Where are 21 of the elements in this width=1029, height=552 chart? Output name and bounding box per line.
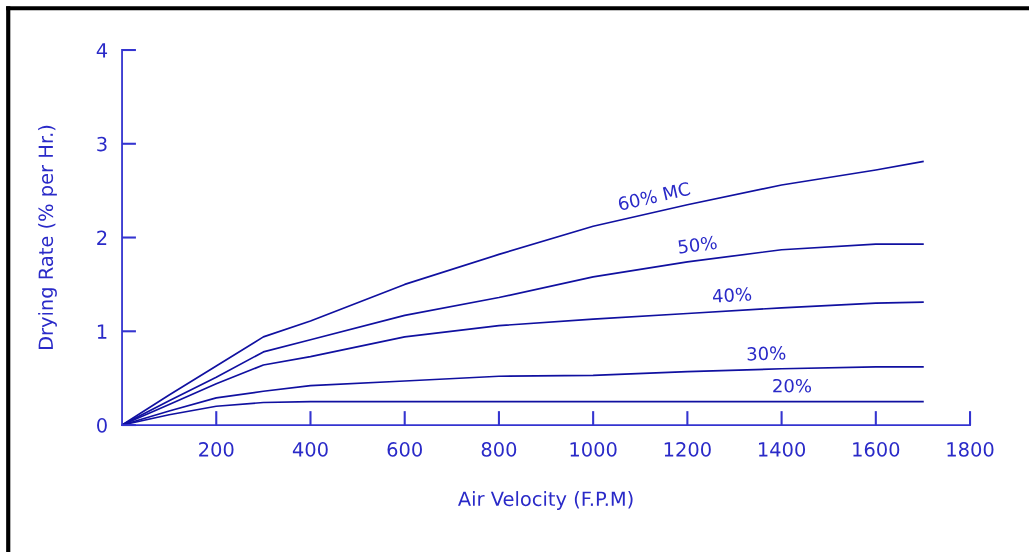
text: 60% MC — [617, 181, 691, 211]
x-tick-label: 1200 — [664, 442, 711, 457]
x-tick-label: 1400 — [758, 442, 806, 457]
y-tick-label: 4 — [96, 43, 108, 58]
y-tick-label: 3 — [97, 136, 107, 152]
x-axis-title: Air Velocity (F.P.M) — [458, 491, 633, 510]
x-tick-label: 1600 — [853, 442, 900, 457]
series-label: 40% — [712, 286, 752, 303]
y-tick-label: 0 — [97, 418, 107, 433]
x-tick-label: 800 — [481, 442, 517, 457]
x-tick-label: 1000 — [570, 442, 617, 457]
text: 50% — [677, 235, 718, 254]
series-label: 30% — [747, 345, 786, 361]
x-tick-label: 1800 — [947, 442, 994, 457]
y-tick-label: 2 — [97, 230, 107, 245]
x-tick-label: 200 — [199, 442, 234, 457]
y-axis-title: Drying Rate (% per Hr.) — [38, 125, 57, 350]
y-tick-label: 1 — [97, 324, 107, 339]
series-label: 20% — [773, 378, 812, 393]
x-tick-label: 600 — [387, 442, 422, 457]
x-tick-label: 400 — [292, 442, 328, 457]
